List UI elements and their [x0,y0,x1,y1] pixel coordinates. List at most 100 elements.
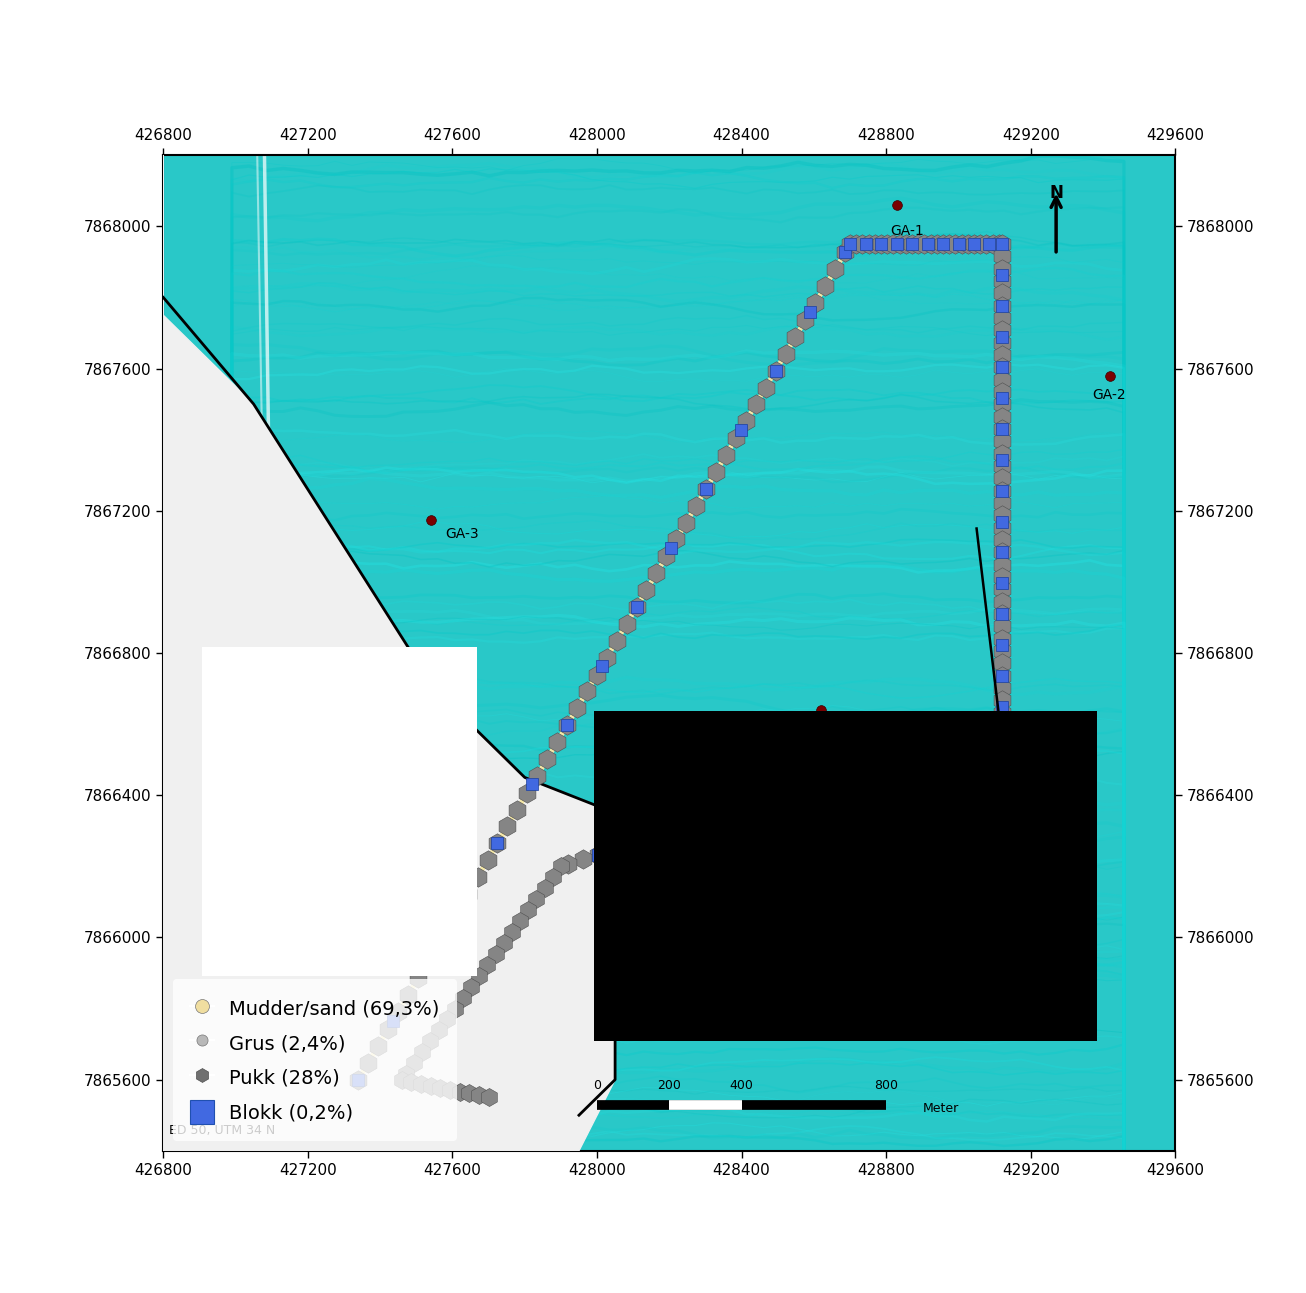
Point [1012,848,1033,869]
Point [734,842,755,862]
Point [837,972,858,993]
Point [825,981,846,1002]
Point [925,874,946,895]
Point [716,928,737,949]
Point [794,937,815,958]
Point [949,886,970,906]
Point [812,859,833,879]
Point [825,873,846,893]
Point [827,954,848,975]
Point [819,940,840,961]
Point [671,968,692,989]
Point [972,802,993,822]
Point [750,915,771,936]
Point [943,953,964,974]
Point [754,979,774,999]
Point [1060,939,1081,959]
Point [824,937,845,958]
Point [884,887,905,908]
Point [751,914,772,935]
Point [774,971,795,992]
Point [712,865,733,886]
Point [935,777,956,798]
Point [816,968,837,989]
Point [872,796,893,817]
Point [955,866,976,887]
Point [835,944,855,965]
Point [606,961,627,981]
Point [989,927,1010,948]
Point [778,970,799,990]
Point [657,875,678,896]
Point [821,940,842,961]
Point [985,853,1006,874]
Point [970,846,991,866]
Point [952,887,973,908]
Point [935,970,956,990]
Point [774,785,795,806]
Point [927,844,948,865]
Point [1036,932,1057,953]
Point [733,959,754,980]
Point [832,983,853,1003]
Point [781,980,802,1001]
Point [982,966,1003,987]
Point [729,966,750,987]
Point [776,874,797,895]
Point [731,935,752,956]
Point [964,897,985,918]
Point [803,851,824,871]
Point [700,950,721,971]
Point [974,945,995,966]
Point [964,878,985,899]
Point [865,987,885,1007]
Point [961,913,982,934]
Point [832,958,853,979]
Point [761,870,782,891]
Point [688,874,709,895]
Point [788,899,808,919]
Point [1017,928,1038,949]
Point [925,822,946,843]
Point [926,840,947,861]
Point [705,958,726,979]
Point [701,983,722,1003]
Point [727,909,748,930]
Point [850,989,871,1010]
Point [942,848,963,869]
Point [858,980,879,1001]
Point [741,978,761,998]
Point [970,831,991,852]
Point [780,956,801,976]
Point [876,971,897,992]
Point [669,890,690,910]
Point [901,954,922,975]
Point [939,830,960,851]
Point [780,935,801,956]
Point [970,874,991,895]
Point [959,869,980,890]
Point [995,842,1016,862]
Point [791,789,812,809]
Point [835,989,855,1010]
Point [938,856,959,877]
Point [973,851,994,871]
Point [956,808,977,829]
Point [896,912,917,932]
Point [810,981,831,1002]
Point [784,886,804,906]
Point [831,883,852,904]
Point [940,829,961,850]
Point [821,972,842,993]
Point [776,915,797,936]
Point [960,859,981,879]
Point [729,799,750,820]
Point [845,985,866,1006]
Point [838,966,859,987]
Point [831,985,852,1006]
Point [686,859,707,879]
Point [955,890,976,910]
Point [863,974,884,994]
Point [966,965,987,985]
Point [906,975,927,996]
